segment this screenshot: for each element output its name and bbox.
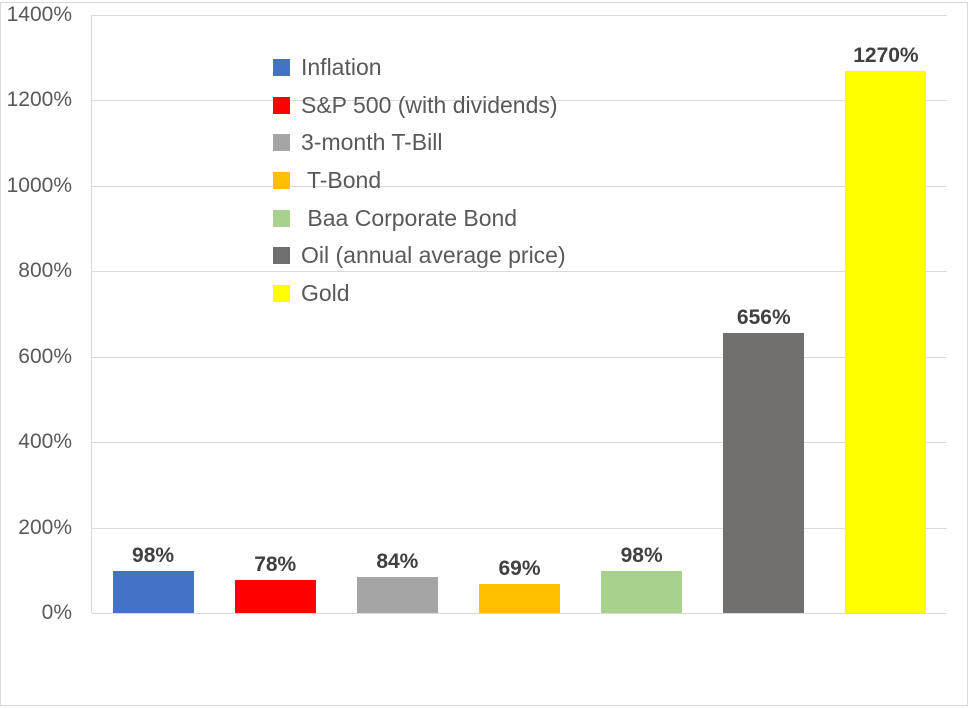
y-axis-tick-label: 0% xyxy=(41,601,72,624)
legend-swatch-icon xyxy=(273,209,290,227)
legend-item[interactable]: Oil (annual average price) xyxy=(273,237,566,275)
bar-value-label: 656% xyxy=(736,305,791,329)
legend-item-label: Baa Corporate Bond xyxy=(301,204,518,231)
legend-item[interactable]: 3-month T-Bill xyxy=(273,124,566,162)
legend-swatch-icon xyxy=(273,172,290,190)
legend-item-label: Inflation xyxy=(301,54,382,81)
bar-value-label: 98% xyxy=(132,544,175,568)
legend-swatch-icon xyxy=(273,134,290,152)
bar[interactable] xyxy=(845,70,927,613)
y-axis-tick-label: 200% xyxy=(18,515,72,539)
plot-area xyxy=(92,15,947,613)
legend-swatch-icon xyxy=(273,59,290,77)
bar[interactable] xyxy=(356,577,438,613)
bar[interactable] xyxy=(479,583,560,613)
bar-value-label: 84% xyxy=(376,550,419,574)
y-axis-tick-label: 1000% xyxy=(6,173,72,197)
gridline xyxy=(92,186,947,187)
bar[interactable] xyxy=(234,579,316,613)
legend-swatch-icon xyxy=(273,247,290,265)
legend-item-label: 3-month T-Bill xyxy=(301,129,443,156)
gridline xyxy=(92,100,947,101)
legend-item[interactable]: Inflation xyxy=(273,49,566,87)
chart-legend: Inflation S&P 500 (with dividends) 3-month… xyxy=(273,49,566,312)
y-axis-tick-label: 400% xyxy=(18,430,72,454)
legend-item-label: Gold xyxy=(301,279,350,306)
legend-swatch-icon xyxy=(273,284,290,302)
bar-value-label: 69% xyxy=(498,556,541,580)
bar[interactable] xyxy=(601,571,683,613)
legend-item[interactable]: T-Bond xyxy=(273,162,566,200)
y-axis-line xyxy=(91,15,92,613)
legend-item[interactable]: Baa Corporate Bond xyxy=(273,199,566,237)
bar-value-label: 78% xyxy=(254,552,297,576)
gridline xyxy=(92,528,947,529)
y-axis-tick-label: 600% xyxy=(18,344,72,368)
legend-item-label: S&P 500 (with dividends) xyxy=(301,91,558,118)
legend-item-label: T-Bond xyxy=(301,167,382,194)
y-axis-tick-label: 1200% xyxy=(6,88,72,112)
legend-item[interactable]: Gold xyxy=(273,275,566,313)
legend-swatch-icon xyxy=(273,96,290,114)
bar-value-label: 98% xyxy=(620,544,663,568)
y-axis-tick-label: 1400% xyxy=(6,3,72,26)
gridline xyxy=(92,357,947,358)
legend-item-label: Oil (annual average price) xyxy=(301,242,566,269)
gridline xyxy=(92,442,947,443)
bar-value-label: 1270% xyxy=(853,43,919,67)
gridline xyxy=(92,15,947,16)
legend-item[interactable]: S&P 500 (with dividends) xyxy=(273,87,566,125)
y-axis-tick-label: 800% xyxy=(18,259,72,283)
bar[interactable] xyxy=(723,332,805,613)
bar[interactable] xyxy=(112,571,194,613)
gridline xyxy=(92,271,947,272)
gridline xyxy=(92,613,947,614)
